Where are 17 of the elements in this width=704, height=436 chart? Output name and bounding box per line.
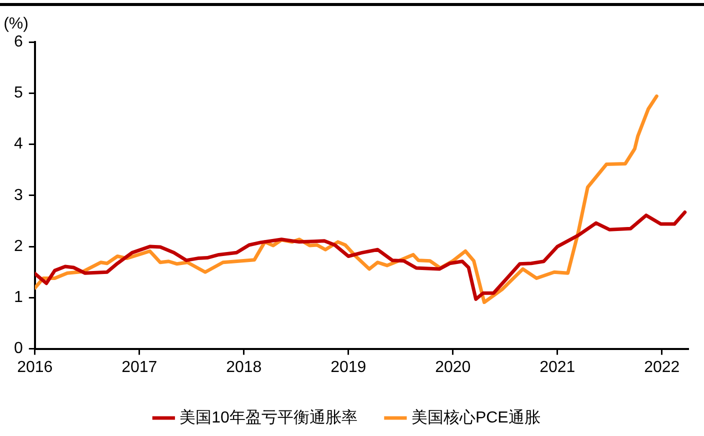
x-tick-label: 2018 xyxy=(226,358,262,376)
x-tick-label: 2016 xyxy=(17,358,53,376)
x-tick-label: 2021 xyxy=(540,358,576,376)
y-tick-label: 1 xyxy=(14,289,23,306)
x-tick-label: 2019 xyxy=(330,358,366,376)
legend-label: 美国10年盈亏平衡通胀率 xyxy=(180,408,358,426)
legend-label: 美国核心PCE通胀 xyxy=(411,408,540,426)
y-tick-label: 5 xyxy=(14,84,23,102)
x-tick-label: 2017 xyxy=(122,358,158,376)
y-tick-label: 6 xyxy=(14,33,23,50)
y-tick-label: 2 xyxy=(14,238,23,255)
x-tick-label: 2022 xyxy=(644,358,680,376)
y-tick-label: 0 xyxy=(14,340,23,358)
x-tick-label: 2020 xyxy=(435,358,471,376)
y-axis-title: (%) xyxy=(4,15,28,32)
y-tick-label: 4 xyxy=(14,136,23,153)
y-tick-label: 3 xyxy=(14,186,23,204)
